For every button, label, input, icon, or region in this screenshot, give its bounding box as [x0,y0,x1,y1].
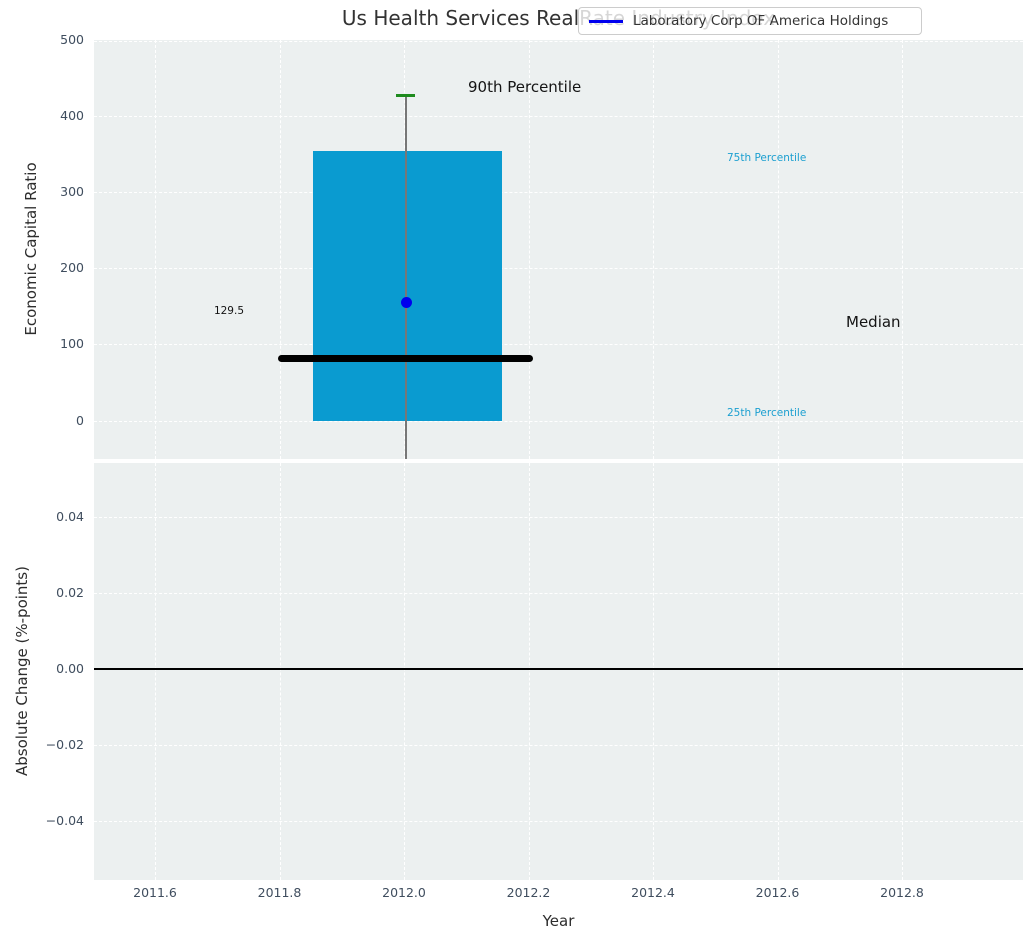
annotation-25th-percentile: 25th Percentile [727,407,807,419]
xtick-label: 2012.4 [631,885,675,900]
annotation-median: Median [846,313,901,331]
p90-cap-line [396,94,415,97]
gridline [279,463,281,880]
ytick-label: 0 [76,412,84,428]
gridline [94,191,1023,193]
gridline [94,821,1023,822]
gridline [94,420,1023,422]
gridline [777,40,779,459]
bottom-plot-area [94,463,1023,880]
ytick-label: 0.04 [56,509,84,524]
gridline [279,40,281,459]
xtick-label: 2012.8 [880,885,924,900]
whisker-line [405,95,407,459]
legend: Laboratory Corp OF America Holdings [578,7,922,35]
gridline [155,463,156,880]
legend-label: Laboratory Corp OF America Holdings [633,13,889,29]
gridline [528,40,530,459]
ytick-label: −0.04 [45,813,84,828]
median-line [278,354,533,362]
xtick-label: 2011.8 [257,885,302,900]
ytick-label: 500 [60,32,84,47]
gridline [653,40,654,459]
gridline [653,463,654,880]
company-marker-dot [400,296,412,308]
ytick-label: 0.02 [56,585,84,600]
top-plot-area: 90th Percentile 75th Percentile Median 2… [94,40,1023,459]
gridline [528,463,530,880]
gridline [902,40,903,459]
top-y-axis-label: Economic Capital Ratio [22,162,40,336]
x-axis-label: Year [542,912,575,930]
gridline [155,40,156,459]
gridline [94,745,1023,746]
bottom-y-axis-label: Absolute Change (%-points) [13,566,31,776]
annotation-75th-percentile: 75th Percentile [727,152,807,164]
gridline [902,463,903,880]
ytick-label: 300 [60,183,84,199]
zero-line [94,668,1023,670]
xtick-label: 2011.6 [133,885,177,900]
xtick-label: 2012.2 [506,885,551,900]
xtick-label: 2012.6 [755,885,800,900]
ytick-label: 0.00 [56,661,84,676]
xtick-label: 2012.0 [382,885,426,900]
gridline [94,40,1023,42]
gridline [94,268,1023,269]
percentile-range-bar [313,151,502,421]
gridline [404,463,405,880]
annotation-90th-percentile: 90th Percentile [468,78,582,96]
gridline [94,344,1023,345]
legend-line-icon [589,19,623,23]
ytick-label: 200 [60,260,84,275]
gridline [777,463,779,880]
ytick-label: 100 [60,336,84,351]
ytick-label: 400 [60,107,84,123]
ytick-label: −0.02 [45,737,84,752]
gridline [94,517,1023,518]
annotation-median-value: 129.5 [213,305,244,317]
gridline [94,115,1023,117]
gridline [94,593,1023,594]
